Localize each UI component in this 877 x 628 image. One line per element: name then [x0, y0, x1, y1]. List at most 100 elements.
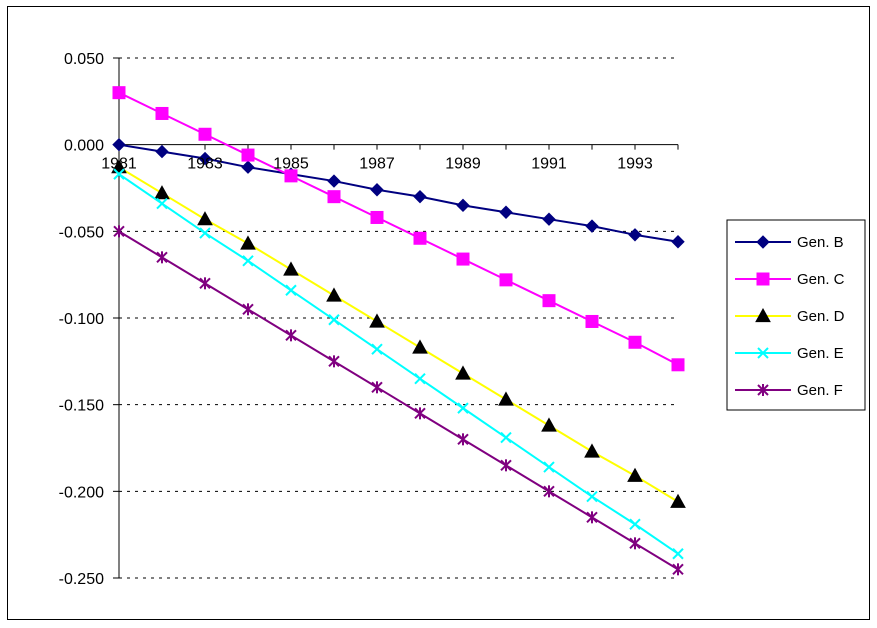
legend-entry: Gen. C [735, 271, 845, 288]
x-tick-label: 1985 [273, 156, 309, 173]
series-gen-e [113, 168, 684, 560]
data-point [584, 443, 600, 458]
data-point [113, 168, 125, 180]
data-point [456, 252, 470, 266]
legend-entry: Gen. E [735, 345, 844, 362]
legend-label: Gen. D [797, 308, 845, 325]
legend-marker [757, 347, 769, 359]
y-tick-label: 0.000 [64, 138, 104, 155]
x-tick-label: 1993 [617, 156, 653, 173]
data-point [414, 407, 426, 420]
data-point [585, 219, 599, 233]
data-point [197, 211, 213, 226]
legend-entry: Gen. F [735, 382, 843, 399]
data-point [455, 365, 471, 380]
data-point [371, 381, 383, 394]
legend-marker [756, 235, 770, 249]
x-tick-label: 1983 [187, 156, 223, 173]
y-tick-label: -0.200 [59, 484, 104, 501]
data-point [198, 127, 212, 141]
data-point [242, 303, 254, 316]
legend-entry: Gen. D [735, 307, 845, 325]
data-point [629, 518, 641, 530]
series-gen-b [112, 137, 685, 249]
data-point [371, 343, 383, 355]
data-point [672, 563, 684, 576]
data-point [414, 372, 426, 385]
data-point [241, 148, 255, 162]
y-tick-labels: 0.050 0.000 -0.050 -0.100 -0.150 -0.200 -0.250 [59, 51, 104, 588]
data-point [283, 261, 299, 276]
y-tick-label: -0.150 [59, 398, 104, 415]
y-tick-label: -0.250 [59, 571, 104, 588]
data-point [199, 227, 211, 239]
data-point [241, 160, 255, 174]
y-tick-label: -0.050 [59, 224, 104, 241]
data-point [628, 335, 642, 349]
legend-entry: Gen. B [735, 234, 844, 251]
data-point [326, 287, 342, 302]
legend-label: Gen. E [797, 345, 844, 362]
data-point [456, 198, 470, 213]
data-point [327, 190, 341, 204]
data-point [585, 314, 599, 328]
data-point [500, 431, 512, 444]
data-point [499, 205, 513, 219]
data-point [155, 144, 169, 159]
data-point [369, 313, 385, 328]
data-point [327, 174, 341, 188]
data-point [155, 106, 169, 120]
data-point [629, 537, 641, 550]
y-tick-label: -0.100 [59, 311, 104, 328]
legend-label: Gen. F [797, 382, 843, 399]
data-point [154, 185, 170, 200]
data-point [586, 511, 598, 524]
data-point [671, 358, 685, 372]
data-point [242, 255, 254, 267]
data-point [542, 212, 556, 226]
x-tick-labels: 1981 1983 1985 1987 1989 1991 1993 [101, 156, 653, 173]
x-tick-label: 1987 [359, 156, 395, 173]
data-point [198, 151, 212, 166]
series-line [118, 230, 679, 571]
data-point [370, 210, 384, 224]
data-point [113, 225, 125, 238]
data-point [498, 391, 514, 406]
legend-label: Gen. B [797, 234, 844, 251]
data-point [457, 433, 469, 446]
series-line [118, 143, 679, 243]
data-point [672, 548, 684, 560]
data-point [156, 251, 168, 264]
x-tick-label: 1989 [445, 156, 481, 173]
legend: Gen. B Gen. C Gen. D Gen. E Gen. F [726, 219, 866, 411]
series-gen-f [113, 225, 684, 576]
data-point [500, 459, 512, 472]
data-point [199, 277, 211, 290]
data-point [112, 137, 126, 152]
data-point [240, 235, 256, 250]
series-group [111, 86, 686, 576]
data-point [328, 314, 340, 326]
legend-marker [756, 272, 770, 286]
data-point [412, 339, 428, 354]
series-gen-d [111, 159, 686, 508]
data-point [543, 485, 555, 498]
data-point [413, 189, 427, 204]
data-point [543, 461, 555, 473]
data-point [284, 169, 298, 183]
legend-label: Gen. C [797, 271, 845, 288]
legend-marker [757, 384, 769, 396]
data-point [413, 231, 427, 245]
x-tick-label: 1981 [101, 156, 137, 173]
series-line [118, 173, 679, 555]
data-point [627, 467, 643, 482]
data-point [285, 329, 297, 342]
data-point [499, 273, 513, 287]
series-line [118, 91, 679, 366]
data-point [670, 493, 686, 508]
data-point [156, 197, 168, 210]
data-point [457, 402, 469, 414]
data-point [328, 355, 340, 368]
series-gen-c [112, 86, 685, 372]
